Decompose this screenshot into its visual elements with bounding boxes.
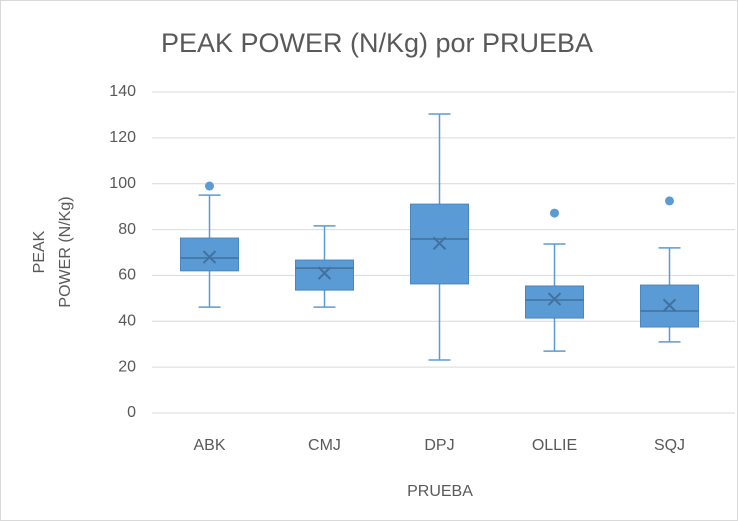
- y-axis-title: PEAK: [31, 230, 48, 273]
- x-tick-label: CMJ: [308, 437, 341, 454]
- mean-marker: [202, 250, 217, 264]
- outlier: [550, 208, 559, 218]
- box: [525, 285, 584, 319]
- mean-marker: [317, 266, 332, 280]
- y-tick-label: 80: [118, 221, 136, 238]
- x-tick-label: DPJ: [424, 437, 454, 454]
- chart-title: PEAK POWER (N/Kg) por PRUEBA: [161, 28, 593, 58]
- y-tick-label: 120: [109, 129, 136, 146]
- x-tick-label: ABK: [193, 437, 225, 454]
- y-tick-label: 20: [118, 358, 136, 375]
- y-tick-label: 140: [109, 83, 136, 100]
- x-tick-label: OLLIE: [532, 437, 577, 454]
- y-axis-title: POWER (N/Kg): [57, 196, 74, 307]
- box: [180, 237, 239, 272]
- y-tick-label: 40: [118, 313, 136, 330]
- mean-marker: [547, 292, 562, 306]
- mean-marker: [662, 298, 677, 312]
- outlier: [205, 181, 214, 191]
- x-axis-title: PRUEBA: [407, 483, 473, 500]
- outlier: [665, 196, 674, 206]
- box: [295, 259, 354, 291]
- y-tick-label: 100: [109, 175, 136, 192]
- y-tick-label: 0: [127, 404, 136, 421]
- x-tick-label: SQJ: [654, 437, 685, 454]
- y-tick-label: 60: [118, 267, 136, 284]
- mean-marker: [432, 236, 447, 251]
